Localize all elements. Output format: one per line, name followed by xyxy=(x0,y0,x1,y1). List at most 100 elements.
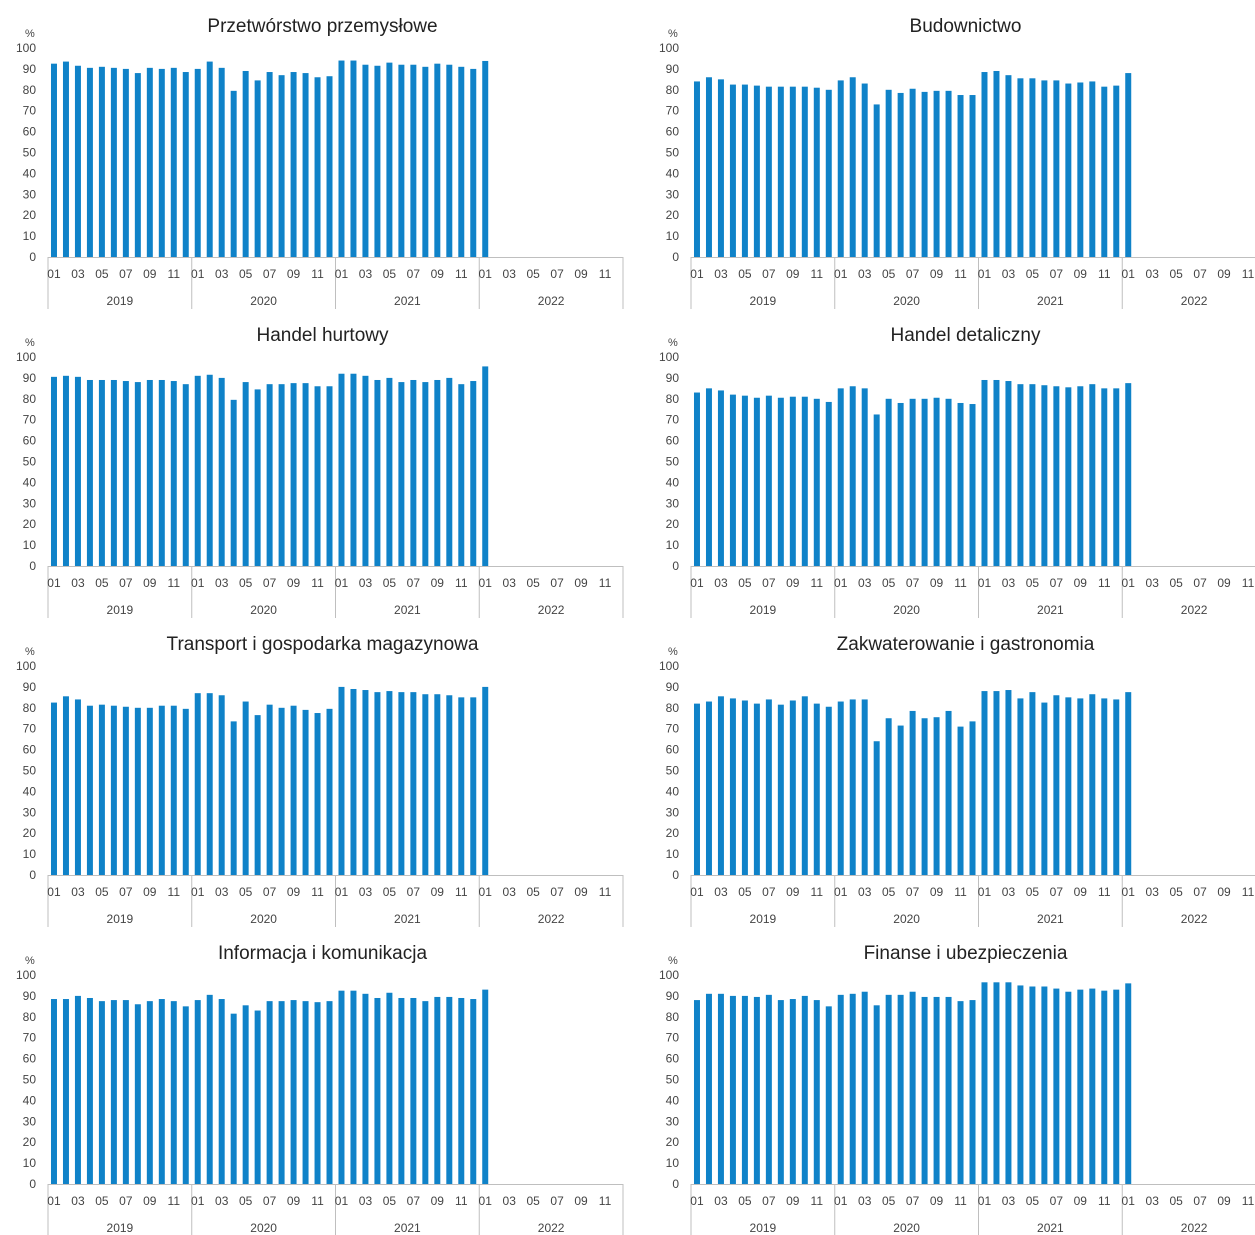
x-tick-label-year: 2019 xyxy=(107,294,134,308)
x-tick-label-month: 11 xyxy=(954,1194,967,1208)
x-tick-label-year: 2022 xyxy=(538,294,565,308)
x-tick-label-month: 05 xyxy=(95,885,109,899)
x-tick-label-year: 2022 xyxy=(1181,1221,1208,1235)
x-tick-label-month: 03 xyxy=(1002,1194,1016,1208)
bar xyxy=(849,993,856,1184)
y-tick-label: 80 xyxy=(666,83,680,97)
bar xyxy=(266,384,273,566)
bar xyxy=(1101,388,1108,566)
x-tick-label-month: 11 xyxy=(1098,1194,1111,1208)
x-tick-label-month: 05 xyxy=(95,576,109,590)
y-tick-label: 40 xyxy=(666,1093,680,1107)
y-tick-label: 50 xyxy=(23,146,37,160)
bar xyxy=(1125,983,1132,1184)
bar xyxy=(993,982,1000,1184)
bar xyxy=(753,85,760,258)
bar xyxy=(909,991,916,1184)
bar xyxy=(729,995,736,1184)
bar xyxy=(170,1001,177,1185)
bar xyxy=(266,704,273,875)
bar xyxy=(789,999,796,1184)
bar xyxy=(705,993,712,1184)
x-tick-label-month: 03 xyxy=(359,576,373,590)
bar xyxy=(837,388,844,566)
y-tick-label: 20 xyxy=(23,208,37,222)
bar xyxy=(302,709,309,875)
x-tick-label-month: 07 xyxy=(119,885,133,899)
y-tick-label: 20 xyxy=(666,826,680,840)
bar xyxy=(777,704,784,875)
bar xyxy=(266,72,273,257)
y-tick-label: 70 xyxy=(23,722,37,736)
x-tick-label-month: 11 xyxy=(811,885,824,899)
bar xyxy=(777,1000,784,1184)
y-tick-label: 90 xyxy=(23,989,37,1003)
chart-panel-1: Przetwórstwo przemysłowe% 0 10 20 30 40 50 60 70… xyxy=(0,0,625,309)
y-tick-label: 40 xyxy=(666,166,680,180)
y-tick-label: 80 xyxy=(23,1010,37,1024)
bar xyxy=(1065,991,1072,1184)
x-tick-label-month: 03 xyxy=(1002,576,1016,590)
bar xyxy=(98,379,105,566)
x-tick-label-month: 03 xyxy=(215,1194,229,1208)
bar xyxy=(398,382,405,566)
bar xyxy=(1077,386,1084,566)
bar xyxy=(861,388,868,566)
x-tick-label-month: 05 xyxy=(383,1194,397,1208)
bar xyxy=(777,397,784,566)
bar xyxy=(885,89,892,257)
bar xyxy=(362,993,369,1184)
bar xyxy=(873,1005,880,1184)
y-tick-label: 80 xyxy=(666,392,680,406)
x-tick-label-month: 11 xyxy=(455,885,468,899)
bar xyxy=(1053,386,1060,566)
bar xyxy=(825,401,832,566)
x-tick-label-month: 01 xyxy=(335,576,349,590)
x-tick-label-month: 01 xyxy=(834,267,848,281)
x-tick-label-month: 09 xyxy=(431,1194,445,1208)
bar xyxy=(993,70,1000,258)
bar xyxy=(945,710,952,875)
bar xyxy=(1101,698,1108,875)
y-tick-label: 20 xyxy=(23,1135,37,1149)
x-tick-label-month: 05 xyxy=(738,267,752,281)
x-tick-label-month: 05 xyxy=(1026,885,1040,899)
x-tick-label-month: 07 xyxy=(407,267,421,281)
bar xyxy=(1017,384,1024,566)
y-tick-label: 20 xyxy=(23,826,37,840)
x-tick-label-month: 03 xyxy=(1146,576,1160,590)
bar xyxy=(374,997,381,1184)
bar xyxy=(50,702,57,875)
y-tick-label: 0 xyxy=(672,868,679,882)
x-tick-label-month: 01 xyxy=(479,1194,493,1208)
bar xyxy=(705,388,712,566)
bar xyxy=(837,701,844,875)
bar xyxy=(458,66,465,257)
bar xyxy=(350,990,357,1184)
chart-title: Handel hurtowy xyxy=(256,325,389,346)
y-tick-label: 70 xyxy=(23,104,37,118)
x-tick-label-month: 03 xyxy=(858,576,872,590)
x-tick-label-month: 03 xyxy=(71,1194,85,1208)
x-tick-label-month: 09 xyxy=(431,267,445,281)
y-axis-unit-label: % xyxy=(668,646,678,658)
bar xyxy=(98,1001,105,1185)
x-tick-label-month: 07 xyxy=(906,1194,920,1208)
y-tick-label: 30 xyxy=(23,187,37,201)
bar xyxy=(350,373,357,566)
bar xyxy=(1005,381,1012,566)
x-tick-label-month: 03 xyxy=(858,1194,872,1208)
x-tick-label-year: 2021 xyxy=(394,294,421,308)
bar xyxy=(458,997,465,1184)
bar xyxy=(98,66,105,257)
x-tick-label-month: 11 xyxy=(954,576,967,590)
x-tick-label-month: 07 xyxy=(762,267,776,281)
bar xyxy=(374,692,381,876)
chart-title: Przetwórstwo przemysłowe xyxy=(207,16,438,37)
x-tick-label-year: 2021 xyxy=(1037,912,1064,926)
y-tick-label: 30 xyxy=(23,496,37,510)
